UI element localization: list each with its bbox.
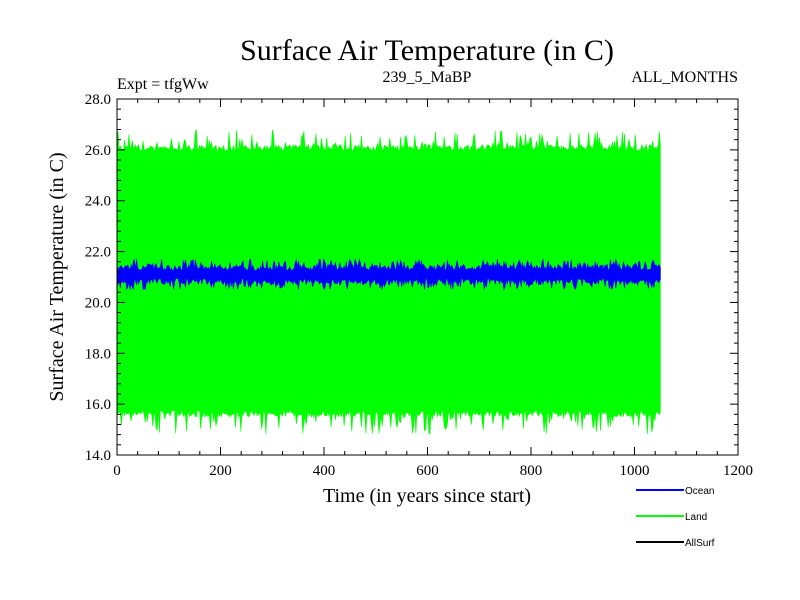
y-tick-label: 20.0 [85, 295, 111, 311]
x-tick-label: 0 [113, 463, 121, 479]
series-ocean [116, 258, 661, 291]
x-axis-label: Time (in years since start) [323, 485, 531, 507]
x-tick-label: 600 [416, 463, 439, 479]
y-tick-label: 28.0 [85, 92, 111, 108]
x-tick-label: 400 [313, 463, 336, 479]
x-tick-label: 800 [520, 463, 543, 479]
y-tick-label: 14.0 [85, 448, 111, 464]
legend-label: Land [685, 512, 707, 523]
x-tick-label: 200 [209, 463, 232, 479]
chart-title: Surface Air Temperature (in C) [240, 34, 614, 67]
subtitle-right: ALL_MONTHS [631, 69, 738, 86]
expt-label: Expt = tfgWw [117, 76, 209, 93]
legend-item-land: Land [636, 512, 707, 523]
y-tick-label: 22.0 [85, 245, 111, 261]
ticks-layer: 0 200 400 600 800 1000 1200 14.0 16.0 18.0 20.0 22.… [85, 92, 753, 479]
y-tick-label: 18.0 [85, 346, 111, 362]
y-tick-label: 26.0 [85, 143, 111, 159]
y-axis-label: Surface Air Temperature (in C) [46, 152, 68, 401]
x-tick-label: 1000 [620, 463, 650, 479]
legend-item-ocean: Ocean [636, 486, 714, 497]
legend-label: Ocean [685, 486, 714, 497]
series-layer [116, 128, 661, 435]
subtitle-center: 239_5_MaBP [383, 69, 472, 86]
y-tick-label: 24.0 [85, 194, 111, 210]
y-tick-label: 16.0 [85, 397, 111, 413]
legend: Ocean Land AllSurf [636, 486, 715, 549]
legend-label: AllSurf [685, 538, 715, 549]
x-tick-label: 1200 [723, 463, 753, 479]
legend-item-allsurf: AllSurf [636, 538, 715, 549]
